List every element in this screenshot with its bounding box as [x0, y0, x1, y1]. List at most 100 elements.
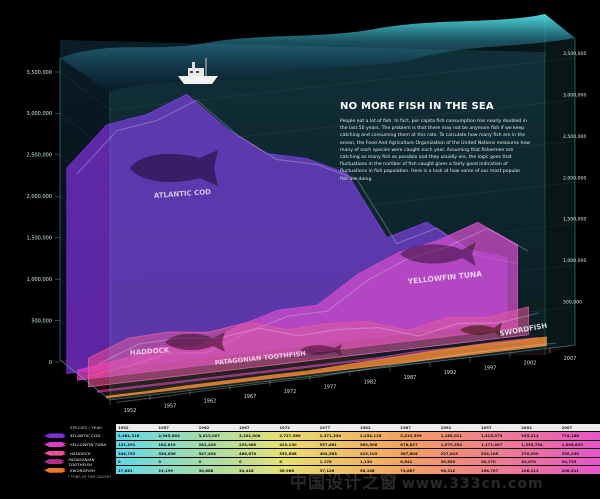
- series-label-cod: ATLANTIC COD: [154, 188, 212, 200]
- data-table: SPECIES / YEAR 1952 1957 1962 1967 1972 1977 19…: [44, 423, 600, 475]
- table-cell: 404,363: [319, 450, 337, 456]
- table-header-lead: SPECIES / YEAR: [44, 425, 116, 430]
- haddock-fish-icon: [165, 332, 225, 352]
- table-species-name: HADDOCK: [70, 450, 91, 456]
- table-row-cells: 344,753 530,096 547,494 486,870 552,868 404,3…: [116, 449, 600, 457]
- x-tick-label: 1972: [284, 389, 297, 395]
- watermark-text: 中国设计之窗: [290, 473, 398, 493]
- table-header-cell: 1982: [359, 424, 371, 430]
- watermark: 中国设计之窗 www.333cn.com: [290, 468, 544, 493]
- x-tick-label: 1987: [404, 375, 417, 381]
- legend-fish-icon: [44, 467, 66, 473]
- legend-fish-icon: [44, 459, 65, 465]
- legend-fish-icon: [44, 450, 66, 456]
- x-tick-label: 1962: [204, 399, 217, 405]
- table-header-cell: 1962: [198, 424, 210, 430]
- x-tick-label: 1952: [124, 408, 137, 414]
- table-cell: 58,108: [359, 467, 375, 473]
- table-header-row: SPECIES / YEAR 1952 1957 1962 1967 1972 1977 19…: [44, 423, 600, 432]
- table-header-cell: 2002: [521, 424, 532, 430]
- table-cell: 34,735: [561, 459, 577, 465]
- table-cell: 30,888: [198, 467, 214, 473]
- table-cell: 387,804: [400, 450, 418, 456]
- table-header-cell: 1972: [279, 424, 290, 430]
- table-row-cells: 17,881 19,199 30,888 34,418 36,968 37,126 58,1…: [116, 466, 600, 475]
- x-tick-label: 2007: [564, 356, 577, 362]
- x-tick-label: 1982: [364, 380, 377, 386]
- table-cell: 34,418: [238, 467, 254, 473]
- y-tick-label-right: 500,000: [563, 300, 582, 306]
- table-cell: 0: [198, 459, 202, 465]
- table-header-cell: 2007: [561, 424, 573, 430]
- y-tick-label-left: 1,500,000: [27, 236, 52, 242]
- cod-fish-icon: [130, 150, 218, 186]
- toothfish-fish-icon: [300, 344, 342, 356]
- table-species-name: PATAGONIAN TOOTHFISH: [68, 456, 95, 467]
- table-row: HADDOCK 344,753 530,096 547,494 486,870 552,8…: [44, 449, 600, 458]
- y-tick-label-left: 3,000,000: [27, 111, 52, 117]
- table-header-cell: 1977: [319, 424, 331, 430]
- table-cell: 74,887: [400, 467, 415, 473]
- series-area-swordfish: [106, 336, 547, 399]
- x-tick-label: 1992: [444, 370, 457, 376]
- table-row-cells: 2,481,316 2,945,864 3,013,007 3,201,008 2,72…: [116, 432, 600, 440]
- table-cell: 108,707: [480, 467, 499, 473]
- table-species-name: ATLANTIC COD: [70, 433, 101, 439]
- table-cell: 1,185,011: [440, 433, 463, 439]
- table-cell: 933,211: [521, 433, 539, 439]
- table-cell: 6,841: [400, 459, 413, 465]
- info-panel: NO MORE FISH IN THE SEA People eat a lot…: [340, 101, 530, 183]
- x-tick-label: 1967: [244, 394, 257, 400]
- y-axis-right: 500,000 1,000,000 1,500,000 2,000,000 2,500,…: [563, 51, 586, 306]
- table-cell: 2,254,116: [359, 433, 382, 439]
- table-cell: 36,968: [279, 467, 294, 473]
- table-cell: 0: [238, 459, 242, 465]
- x-tick-label: 2002: [524, 361, 537, 367]
- table-cell: 2,727,589: [279, 433, 301, 439]
- table-cell: 0: [279, 459, 282, 465]
- table-cell: 19,199: [158, 467, 173, 473]
- table-row-cells: 0 0 0 0 0 1,176 1,130 6,841 39,830 30,170 42,070 34…: [116, 457, 600, 466]
- table-header-cell: 1987: [400, 424, 411, 430]
- y-tick-label-left: 2,000,000: [27, 194, 52, 200]
- table-cell: 227,815: [440, 450, 458, 456]
- y-tick-label-right: 2,000,000: [563, 175, 586, 181]
- table-cell: 878,827: [400, 441, 418, 447]
- table-footnote: * TONS OF FISH CAUGHT: [68, 475, 112, 479]
- series-label-haddock: HADDOCK: [130, 346, 170, 357]
- y-tick-label-right: 1,500,000: [563, 217, 586, 223]
- table-cell: 3,013,007: [198, 433, 221, 439]
- chart-description: People eat a lot of fish. In fact, per c…: [340, 119, 530, 182]
- table-cell: 552,868: [279, 450, 297, 456]
- table-cell: 30,170: [480, 459, 496, 465]
- table-cell: 530,096: [158, 450, 176, 456]
- table-cell: 2,945,864: [158, 433, 180, 439]
- y-tick-label-right: 1,000,000: [563, 258, 586, 264]
- table-cell: 423,130: [279, 441, 297, 447]
- y-tick-label-left: 1,000,000: [27, 277, 52, 283]
- table-header-cells: 1952 1957 1962 1967 1972 1977 1982 1987 1992 1997…: [116, 423, 600, 432]
- table-cell: 336,230: [561, 450, 579, 456]
- x-axis: 1952 1957 1962 1967 1972 1977 1982 1987 1992 1997…: [109, 348, 577, 414]
- y-tick-label-left: 500,000: [31, 318, 52, 324]
- chart-title: NO MORE FISH IN THE SEA: [340, 101, 494, 112]
- table-cell: 3,201,008: [238, 433, 261, 439]
- gridline: [59, 71, 111, 111]
- tuna-fish-icon: [400, 242, 476, 266]
- table-header-cell: 1997: [480, 424, 492, 430]
- table-row: SWORDFISH 17,881 19,199 30,888 34,418 36,968 3…: [44, 466, 600, 475]
- table-cell: 1,171,407: [480, 441, 503, 447]
- boat-icon: [178, 58, 218, 84]
- table-cell: 106,211: [561, 467, 579, 473]
- table-cell: 344,753: [118, 450, 136, 456]
- table-row: ATLANTIC COD 2,481,316 2,945,864 3,013,007 3…: [44, 432, 600, 441]
- table-row: PATAGONIAN TOOTHFISH 0 0 0 0 0 1,176 1,130 6,841…: [44, 456, 600, 467]
- table-cell: 0: [158, 459, 161, 465]
- table-cell: 1,335,704: [521, 441, 543, 447]
- table-cell: 324,105: [480, 450, 499, 456]
- table-cell: 96,312: [440, 467, 456, 473]
- x-tick-label: 1977: [324, 384, 337, 390]
- table-cell: 1,176: [319, 459, 332, 465]
- table-header-cell: 1957: [158, 424, 169, 430]
